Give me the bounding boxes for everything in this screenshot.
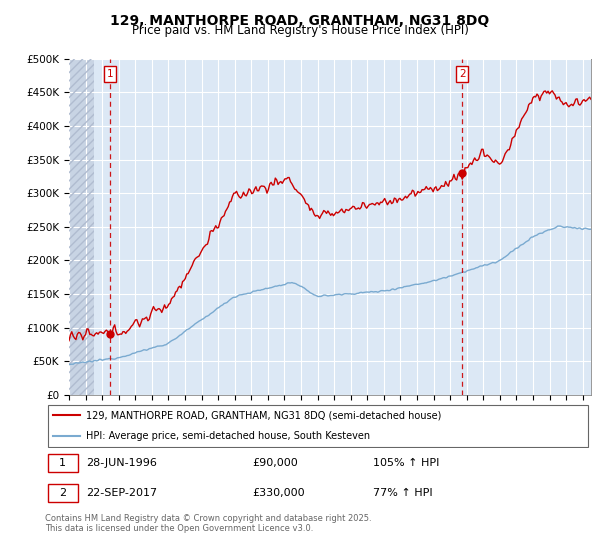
Text: 129, MANTHORPE ROAD, GRANTHAM, NG31 8DQ (semi-detached house): 129, MANTHORPE ROAD, GRANTHAM, NG31 8DQ …: [86, 410, 442, 421]
FancyBboxPatch shape: [48, 484, 78, 502]
Text: 2: 2: [459, 69, 466, 79]
Text: 129, MANTHORPE ROAD, GRANTHAM, NG31 8DQ: 129, MANTHORPE ROAD, GRANTHAM, NG31 8DQ: [110, 14, 490, 28]
Text: 105% ↑ HPI: 105% ↑ HPI: [373, 458, 439, 468]
Text: 2: 2: [59, 488, 67, 498]
Text: 22-SEP-2017: 22-SEP-2017: [86, 488, 157, 498]
Text: £90,000: £90,000: [253, 458, 298, 468]
Text: 77% ↑ HPI: 77% ↑ HPI: [373, 488, 432, 498]
FancyBboxPatch shape: [48, 404, 588, 447]
Text: 28-JUN-1996: 28-JUN-1996: [86, 458, 157, 468]
Text: £330,000: £330,000: [253, 488, 305, 498]
Bar: [69, 59, 94, 395]
Text: 1: 1: [107, 69, 113, 79]
Text: Price paid vs. HM Land Registry's House Price Index (HPI): Price paid vs. HM Land Registry's House …: [131, 24, 469, 36]
FancyBboxPatch shape: [48, 454, 78, 472]
Text: Contains HM Land Registry data © Crown copyright and database right 2025.
This d: Contains HM Land Registry data © Crown c…: [45, 514, 371, 534]
Text: 1: 1: [59, 458, 66, 468]
Text: HPI: Average price, semi-detached house, South Kesteven: HPI: Average price, semi-detached house,…: [86, 431, 370, 441]
Bar: [69, 59, 94, 395]
